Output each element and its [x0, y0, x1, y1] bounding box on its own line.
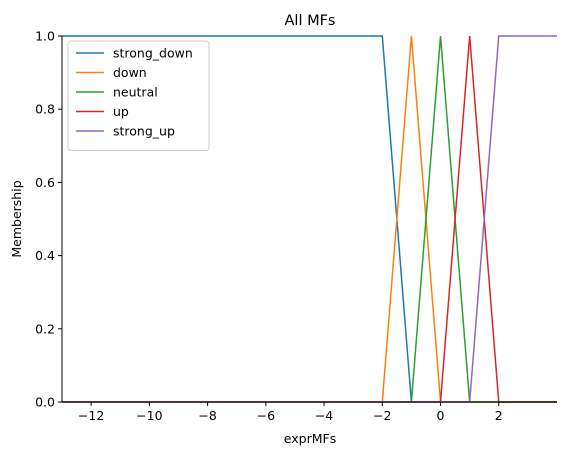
x-tick-label: 2 [495, 408, 503, 423]
y-tick-label: 0.0 [35, 395, 55, 410]
y-axis-title: Membership [9, 180, 24, 257]
x-tick-label: 0 [437, 408, 445, 423]
y-tick-label: 1.0 [35, 29, 55, 44]
legend-label-down: down [113, 65, 147, 80]
y-tick-label: 0.8 [35, 102, 55, 117]
legend-label-strong-down: strong_down [113, 46, 193, 61]
axes-layer: −12 −10 −8 −6 −4 −2 0 2 0.0 0.2 0.4 0.6 0.8 1.0 [35, 29, 557, 423]
chart-title: All MFs [285, 13, 336, 29]
x-tick-label: −8 [198, 408, 216, 423]
x-tick-label: −4 [315, 408, 333, 423]
legend-label-neutral: neutral [113, 85, 158, 100]
legend-label-up: up [113, 104, 129, 119]
x-tick-label: −2 [373, 408, 391, 423]
x-axis-title: exprMFs [284, 431, 336, 446]
x-tick-label: −10 [136, 408, 162, 423]
x-tick-label: −12 [78, 408, 104, 423]
legend-label-strong-up: strong_up [113, 124, 175, 139]
x-tick-label: −6 [257, 408, 275, 423]
y-tick-label: 0.2 [35, 321, 55, 336]
y-tick-label: 0.4 [35, 248, 55, 263]
legend-box [67, 40, 210, 151]
y-tick-label: 0.6 [35, 175, 55, 190]
